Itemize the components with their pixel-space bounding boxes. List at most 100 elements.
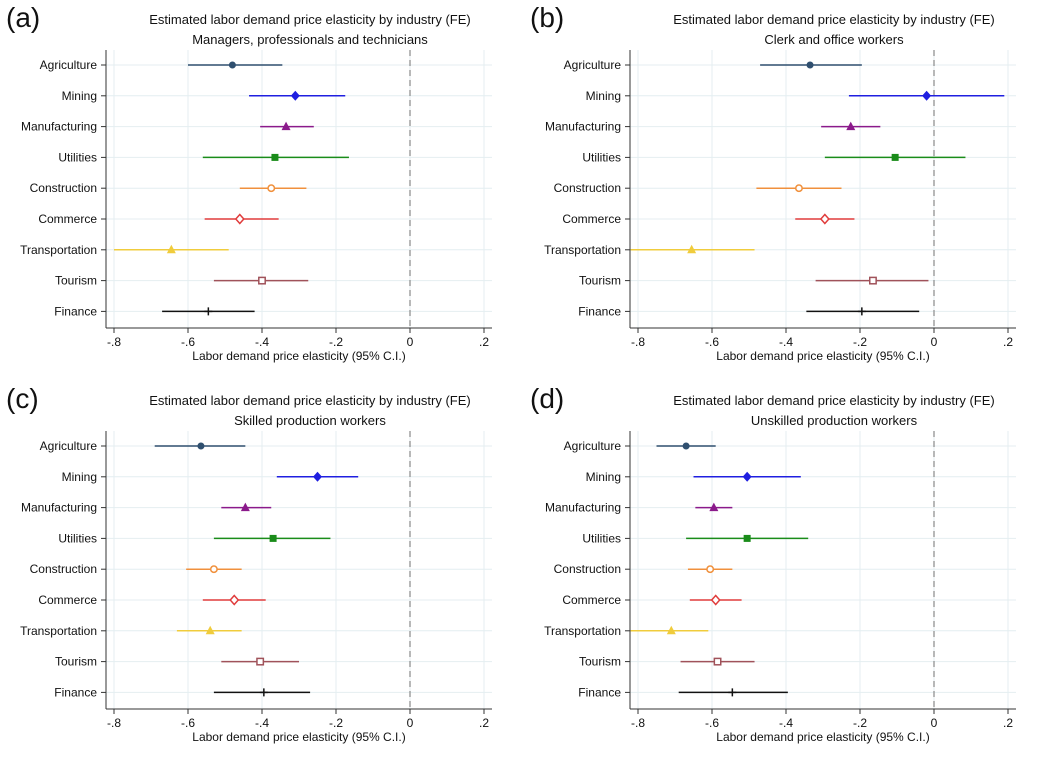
y-tick-label-tourism: Tourism <box>55 655 97 669</box>
y-tick-label-construction: Construction <box>554 181 621 195</box>
x-tick-label: -.8 <box>107 335 121 349</box>
y-tick-label-utilities: Utilities <box>582 531 621 545</box>
point-finance <box>259 688 268 697</box>
point-finance <box>728 688 737 697</box>
point-finance <box>204 307 213 316</box>
x-tick-label: -.6 <box>181 335 195 349</box>
y-tick-label-agriculture: Agriculture <box>40 58 98 72</box>
y-tick-label-finance: Finance <box>578 685 621 699</box>
point-mining <box>742 471 752 482</box>
y-tick-label-transportation: Transportation <box>20 243 97 257</box>
chart-subtitle: Unskilled production workers <box>750 413 918 428</box>
y-tick-label-transportation: Transportation <box>20 624 97 638</box>
y-tick-label-transportation: Transportation <box>544 624 621 638</box>
x-tick-label: 0 <box>407 716 414 730</box>
panel-label: (a) <box>6 2 41 33</box>
point-utilities <box>269 534 277 542</box>
y-tick-label-agriculture: Agriculture <box>40 439 98 453</box>
point-transportation <box>166 244 176 254</box>
y-tick-label-finance: Finance <box>54 304 97 318</box>
x-tick-label: -.2 <box>329 716 343 730</box>
x-tick-label: .2 <box>479 716 489 730</box>
x-tick-label: 0 <box>931 716 938 730</box>
point-agriculture <box>682 442 690 450</box>
point-commerce <box>710 594 721 606</box>
point-tourism <box>713 657 722 666</box>
x-tick-label: -.4 <box>779 335 793 349</box>
point-utilities <box>891 153 899 161</box>
point-construction <box>795 184 803 193</box>
point-commerce <box>819 213 830 225</box>
x-tick-label: -.8 <box>107 716 121 730</box>
x-axis-label: Labor demand price elasticity (95% C.I.) <box>716 730 929 744</box>
y-tick-label-mining: Mining <box>62 89 97 103</box>
point-agriculture <box>197 442 205 450</box>
panel-label: (d) <box>530 383 565 414</box>
y-tick-label-commerce: Commerce <box>38 212 97 226</box>
x-axis-label: Labor demand price elasticity (95% C.I.) <box>192 349 405 363</box>
x-axis-label: Labor demand price elasticity (95% C.I.) <box>716 349 929 363</box>
y-tick-label-utilities: Utilities <box>582 150 621 164</box>
y-tick-label-tourism: Tourism <box>579 274 621 288</box>
x-tick-label: -.2 <box>853 716 867 730</box>
y-tick-label-utilities: Utilities <box>58 531 97 545</box>
x-tick-label: 0 <box>931 335 938 349</box>
x-tick-label: 0 <box>407 335 414 349</box>
x-tick-label: -.6 <box>705 716 719 730</box>
y-tick-label-commerce: Commerce <box>38 593 97 607</box>
point-commerce <box>229 594 240 606</box>
chart-title: Estimated labor demand price elasticity … <box>149 393 471 408</box>
y-tick-label-mining: Mining <box>62 470 97 484</box>
x-tick-label: -.8 <box>631 335 645 349</box>
point-mining <box>313 471 322 482</box>
point-mining <box>922 90 932 101</box>
y-tick-label-agriculture: Agriculture <box>564 58 622 72</box>
point-transportation <box>666 625 676 635</box>
y-tick-label-manufacturing: Manufacturing <box>21 501 97 515</box>
y-tick-label-mining: Mining <box>586 470 621 484</box>
x-tick-label: -.4 <box>255 716 269 730</box>
point-commerce <box>234 213 245 225</box>
chart-title: Estimated labor demand price elasticity … <box>673 12 995 27</box>
point-transportation <box>687 244 697 254</box>
point-construction <box>267 184 276 193</box>
x-tick-label: .2 <box>1003 335 1013 349</box>
point-manufacturing <box>281 121 291 131</box>
plot-area: -.8 -.6 -.4 -.2 0 .2 Labor demand price elasti… <box>544 431 1016 744</box>
chart-title: Estimated labor demand price elasticity … <box>149 12 471 27</box>
x-tick-label: -.2 <box>329 335 343 349</box>
chart-panel-d: (d) Estimated labor demand price elastic… <box>524 381 1048 762</box>
point-utilities <box>743 534 751 542</box>
x-tick-label: .2 <box>479 335 489 349</box>
chart-panel-b: (b) Estimated labor demand price elastic… <box>524 0 1048 381</box>
x-tick-label: -.4 <box>779 716 793 730</box>
point-agriculture <box>806 61 814 69</box>
x-tick-label: -.8 <box>631 716 645 730</box>
y-tick-label-construction: Construction <box>30 562 97 576</box>
point-tourism <box>258 276 266 285</box>
point-mining <box>290 90 300 101</box>
panel-label: (b) <box>530 2 565 33</box>
y-tick-label-tourism: Tourism <box>55 274 97 288</box>
panel-label: (c) <box>6 383 39 414</box>
plot-area: -.8 -.6 -.4 -.2 0 .2 Labor demand price elasti… <box>544 50 1016 363</box>
x-tick-label: -.6 <box>181 716 195 730</box>
point-tourism <box>256 657 265 666</box>
y-tick-label-manufacturing: Manufacturing <box>21 120 97 134</box>
chart-subtitle: Managers, professionals and technicians <box>192 32 428 47</box>
x-tick-label: .2 <box>1003 716 1013 730</box>
chart-title: Estimated labor demand price elasticity … <box>673 393 995 408</box>
point-construction <box>706 565 715 574</box>
y-tick-label-tourism: Tourism <box>579 655 621 669</box>
y-tick-label-finance: Finance <box>578 304 621 318</box>
point-transportation <box>205 625 215 635</box>
y-tick-label-finance: Finance <box>54 685 97 699</box>
chart-panel-a: (a) Estimated labor demand price elastic… <box>0 0 524 381</box>
point-manufacturing <box>240 502 250 512</box>
point-construction <box>209 565 218 574</box>
y-tick-label-construction: Construction <box>30 181 97 195</box>
y-tick-label-manufacturing: Manufacturing <box>545 501 621 515</box>
y-tick-label-commerce: Commerce <box>562 593 621 607</box>
chart-subtitle: Clerk and office workers <box>764 32 904 47</box>
y-tick-label-agriculture: Agriculture <box>564 439 622 453</box>
